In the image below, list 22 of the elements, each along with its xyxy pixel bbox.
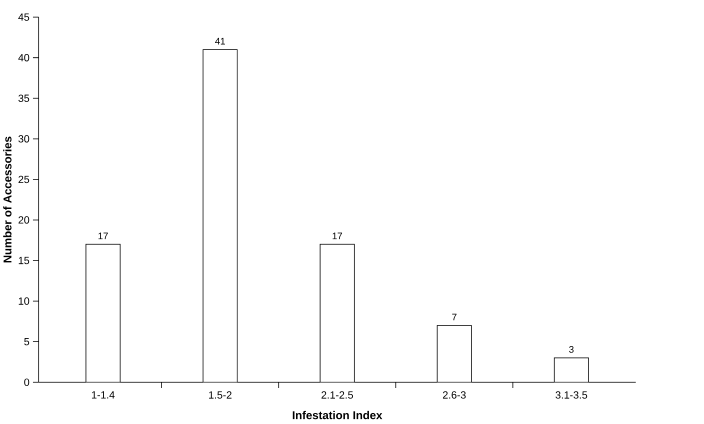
- data-label: 17: [332, 232, 342, 240]
- x-tick-label: 2.6-3: [442, 391, 466, 399]
- y-tick-label: 20: [18, 216, 30, 224]
- x-tick-label: 1.5-2: [209, 391, 232, 399]
- y-tick-label: 25: [18, 176, 30, 184]
- data-label: 3: [569, 346, 574, 353]
- y-tick-label: 40: [18, 54, 30, 62]
- y-tick-label: 5: [24, 338, 30, 346]
- y-tick-label: 45: [18, 13, 30, 21]
- x-axis-title: Infestation Index: [292, 410, 382, 420]
- y-tick-label: 30: [18, 135, 30, 142]
- y-tick-label: 10: [18, 297, 30, 305]
- x-tick-label: 3.1-3.5: [556, 391, 588, 399]
- y-tick-label: 15: [18, 256, 30, 264]
- x-tick-label: 1-1.4: [92, 391, 115, 398]
- data-label: 7: [452, 314, 456, 320]
- x-tick-label: 2.1-2.5: [322, 391, 353, 399]
- y-axis-title: Number of Accessories: [3, 136, 12, 262]
- y-tick-label: 0: [24, 378, 30, 386]
- y-tick-label: 35: [18, 94, 30, 102]
- data-label: 41: [215, 38, 225, 44]
- data-label: 17: [98, 232, 108, 240]
